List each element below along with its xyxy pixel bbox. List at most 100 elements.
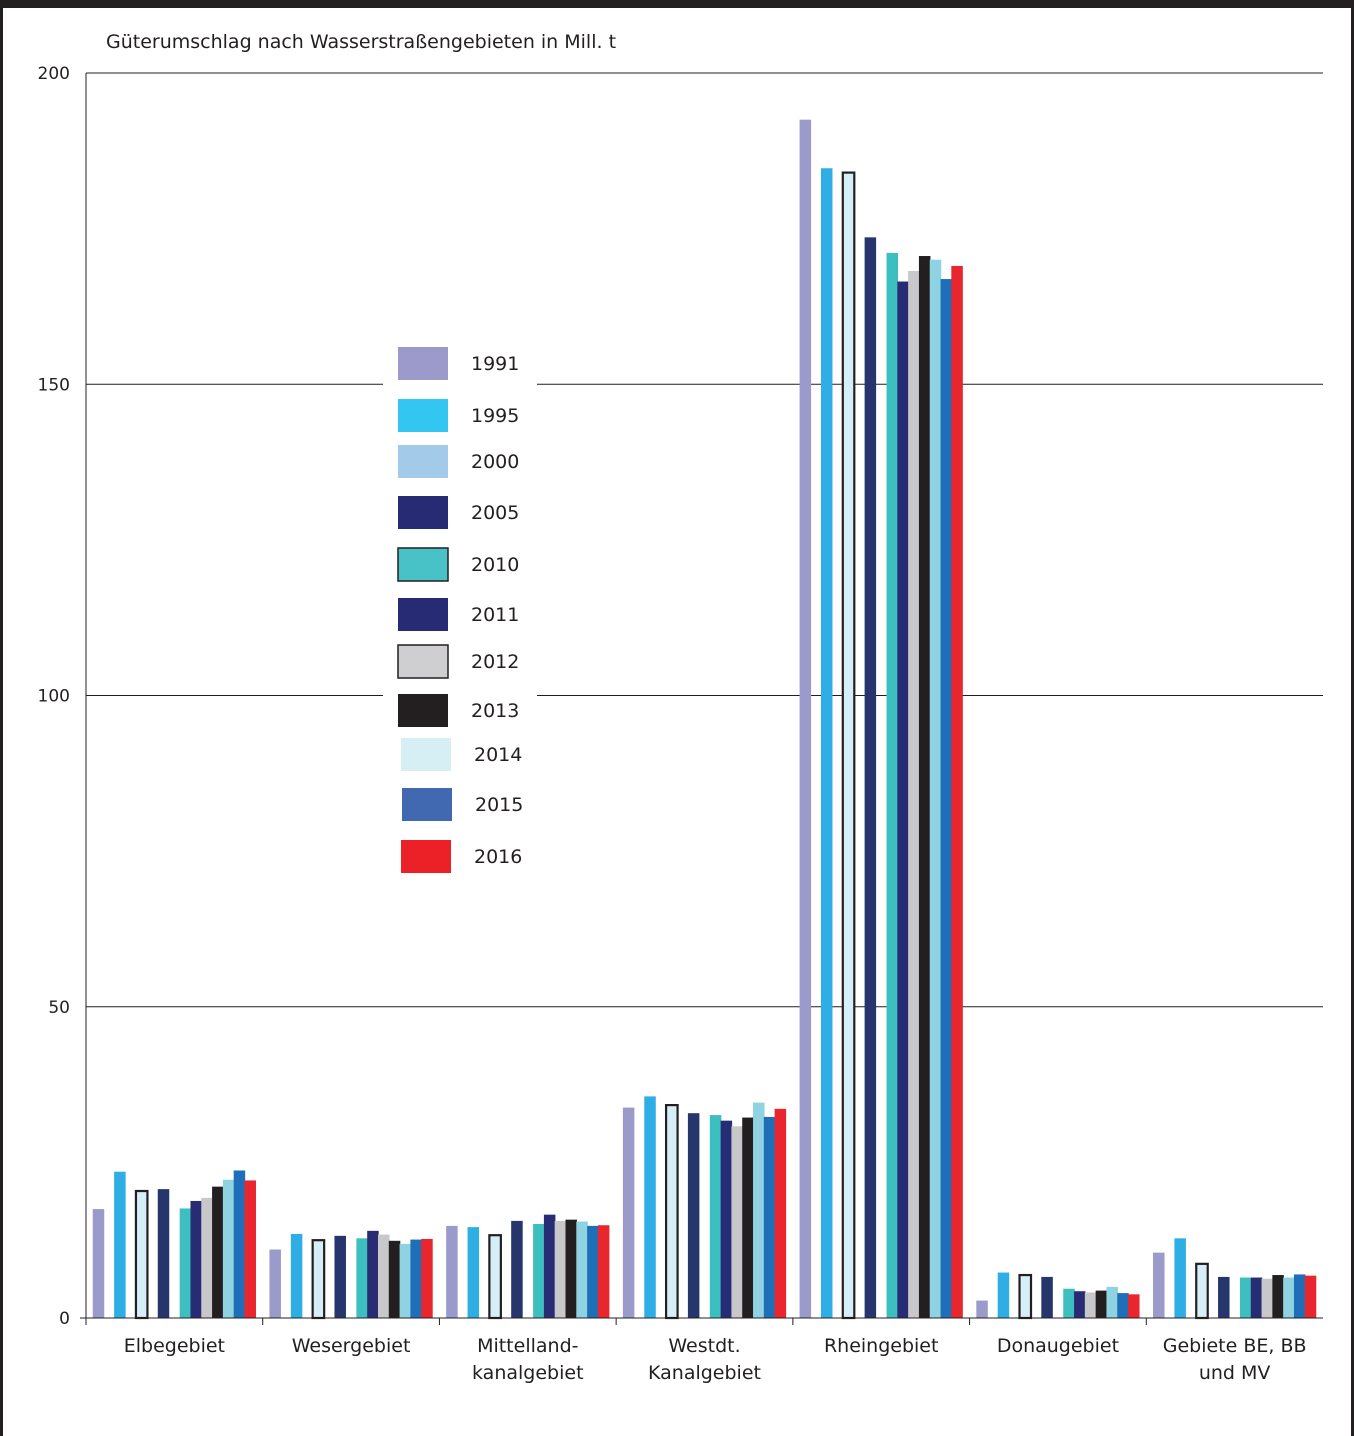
legend-swatch-2005: [398, 496, 448, 529]
x-axis-category-labels: Elbegebiet Wesergebiet Mittelland-kanalgeb…: [124, 1335, 1307, 1384]
legend-swatch-2016: [401, 840, 451, 873]
legend-label-1995: 1995: [471, 405, 519, 427]
bar-2015-3: [763, 1116, 776, 1318]
bar-1991-3: [622, 1107, 635, 1318]
bar-2015-6: [1293, 1274, 1306, 1318]
bar-2016-5: [1128, 1294, 1140, 1318]
bar-2013-6: [1272, 1275, 1284, 1318]
bar-1991-6: [1153, 1252, 1165, 1318]
bar-2012-3: [731, 1126, 743, 1318]
legend-label-1991: 1991: [471, 353, 519, 375]
x-category-label: Gebiete BE, BB: [1163, 1335, 1307, 1357]
bar-2011-5: [1074, 1291, 1086, 1318]
bar-2015-2: [587, 1225, 599, 1318]
legend-label-2016: 2016: [474, 846, 522, 868]
legend-swatch-2014: [401, 738, 451, 771]
bar-2011-0: [190, 1200, 202, 1318]
bar-2013-0: [212, 1186, 224, 1318]
x-category-label: Mittelland-: [477, 1335, 578, 1357]
bar-2005-5: [1041, 1276, 1053, 1318]
bar-1995-1: [290, 1233, 303, 1318]
bar-1991-2: [446, 1225, 458, 1318]
gridlines: [86, 72, 1323, 1008]
bar-1995-4: [820, 168, 833, 1319]
bar-2011-4: [897, 281, 909, 1319]
bar-2014-2: [576, 1221, 588, 1318]
y-tick-label: 0: [59, 1309, 70, 1329]
bar-1995-2: [467, 1227, 480, 1318]
legend-swatch-2000: [398, 445, 448, 478]
axes: [80, 73, 1323, 1325]
bar-2012-5: [1084, 1292, 1097, 1318]
legend-label-2013: 2013: [471, 700, 519, 722]
x-category-label: Westdt.: [668, 1335, 740, 1357]
legend-label-2005: 2005: [471, 502, 519, 524]
bar-2010-2: [533, 1224, 545, 1318]
bar-2014-0: [222, 1179, 235, 1318]
bar-2011-1: [367, 1230, 379, 1318]
bar-2011-3: [720, 1120, 733, 1318]
bar-2011-6: [1250, 1277, 1263, 1318]
x-category-label: Donaugebiet: [997, 1335, 1119, 1357]
legend-label-2000: 2000: [471, 451, 519, 473]
x-category-label: Wesergebiet: [292, 1335, 411, 1357]
x-category-label: kanalgebiet: [472, 1362, 584, 1384]
bar-2005-3: [687, 1113, 700, 1318]
legend-swatch-1991: [398, 347, 448, 380]
bars: [92, 119, 1317, 1320]
bar-2015-5: [1117, 1293, 1129, 1318]
bar-2000-6: [1195, 1262, 1209, 1320]
legend-label-2014: 2014: [474, 744, 522, 766]
bar-2011-2: [543, 1214, 556, 1318]
bar-2010-3: [709, 1115, 722, 1318]
legend-label-2012: 2012: [471, 651, 519, 673]
legend-label-2015: 2015: [475, 794, 523, 816]
bar-2014-6: [1283, 1277, 1295, 1318]
legend-swatch-2011: [398, 598, 448, 631]
bar-2010-5: [1063, 1288, 1075, 1318]
bar-2000-4: [841, 171, 856, 1320]
x-category-label: Rheingebiet: [824, 1335, 938, 1357]
bar-2013-3: [742, 1117, 754, 1318]
bar-2010-1: [356, 1238, 368, 1318]
bar-2016-3: [774, 1108, 787, 1318]
bar-2013-4: [918, 256, 931, 1318]
legend: 1991 1995 2000 2005 2010 2011 2012 2013 2014 2015…: [383, 336, 537, 884]
bar-1991-0: [92, 1209, 105, 1318]
legend-swatch-1995: [398, 399, 448, 432]
x-category-label: und MV: [1199, 1362, 1271, 1384]
bar-2005-1: [334, 1235, 346, 1318]
bar-2012-1: [377, 1234, 390, 1318]
bar-2013-5: [1095, 1290, 1108, 1318]
bar-2012-6: [1261, 1278, 1274, 1318]
x-category-label: Kanalgebiet: [648, 1362, 761, 1384]
bar-2005-2: [511, 1220, 523, 1318]
bar-2012-2: [554, 1220, 567, 1318]
bar-1995-6: [1174, 1238, 1186, 1318]
bar-2016-6: [1304, 1275, 1317, 1318]
bar-1991-5: [976, 1300, 988, 1318]
bar-2013-1: [388, 1240, 401, 1318]
bar-2005-4: [864, 237, 877, 1319]
bar-2016-0: [244, 1180, 256, 1318]
legend-swatch-2012: [397, 644, 449, 679]
bar-2005-0: [157, 1189, 170, 1318]
legend-swatch-2010: [397, 547, 449, 582]
bar-2016-1: [421, 1238, 433, 1318]
bar-2014-3: [753, 1102, 765, 1318]
bar-2000-0: [134, 1189, 149, 1320]
bar-2015-4: [940, 279, 953, 1318]
bar-2010-6: [1239, 1277, 1252, 1318]
bar-1995-5: [997, 1272, 1010, 1318]
y-tick-label: 50: [48, 998, 70, 1018]
bar-2000-2: [488, 1234, 502, 1320]
bar-2005-6: [1218, 1276, 1230, 1318]
bar-1995-3: [644, 1096, 656, 1318]
bar-1995-0: [114, 1171, 126, 1318]
bar-2015-0: [233, 1170, 246, 1318]
bar-1991-4: [799, 119, 812, 1318]
y-tick-label: 150: [38, 375, 70, 395]
bar-2012-4: [908, 270, 920, 1319]
y-axis-tick-labels: 0 50 100 150 200: [38, 64, 70, 1329]
